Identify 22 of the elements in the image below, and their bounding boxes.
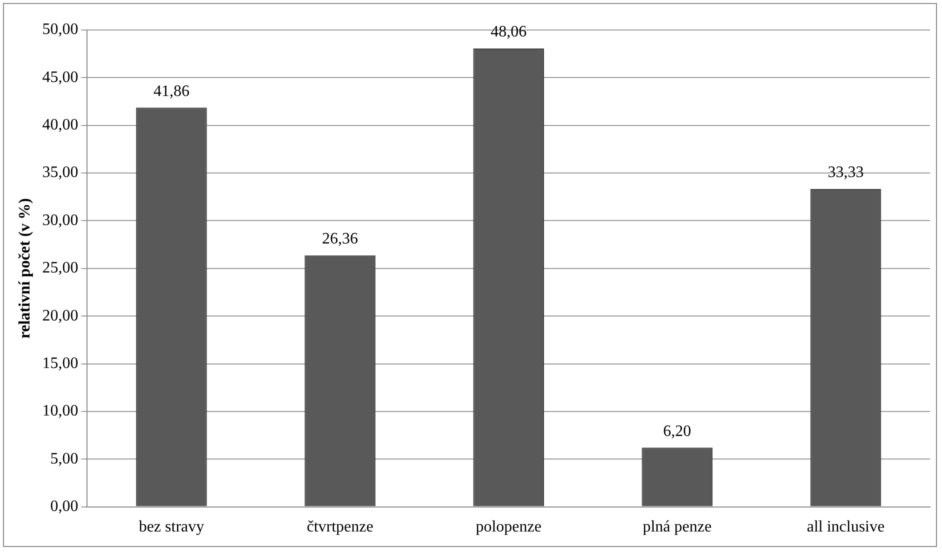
y-tick-label: 40,00 xyxy=(42,116,78,134)
y-tick-label: 35,00 xyxy=(42,164,78,182)
y-tick-label: 25,00 xyxy=(42,260,78,277)
x-tick-label: čtvrtpenze xyxy=(306,518,374,536)
data-label: 26,36 xyxy=(322,230,358,248)
data-label: 6,20 xyxy=(663,422,692,440)
y-tick-label: 5,00 xyxy=(50,450,78,468)
y-tick-label: 15,00 xyxy=(42,354,78,372)
x-tick-label: polopenze xyxy=(476,518,542,536)
y-tick-label: 45,00 xyxy=(42,68,78,86)
y-tick-label: 30,00 xyxy=(42,212,78,229)
y-tick-label: 20,00 xyxy=(42,307,78,324)
data-label: 41,86 xyxy=(153,82,190,100)
y-tick-label: 0,00 xyxy=(50,498,78,516)
y-tick-label: 50,00 xyxy=(42,21,78,38)
x-tick-label: bez stravy xyxy=(138,518,204,536)
data-label: 33,33 xyxy=(828,164,864,182)
data-label: 48,06 xyxy=(490,24,527,41)
y-axis-title: relativní počet (v %) xyxy=(16,198,34,339)
y-tick-label: 10,00 xyxy=(42,402,78,420)
x-tick-label: plná penze xyxy=(642,518,712,536)
x-tick-label: all inclusive xyxy=(806,518,885,536)
